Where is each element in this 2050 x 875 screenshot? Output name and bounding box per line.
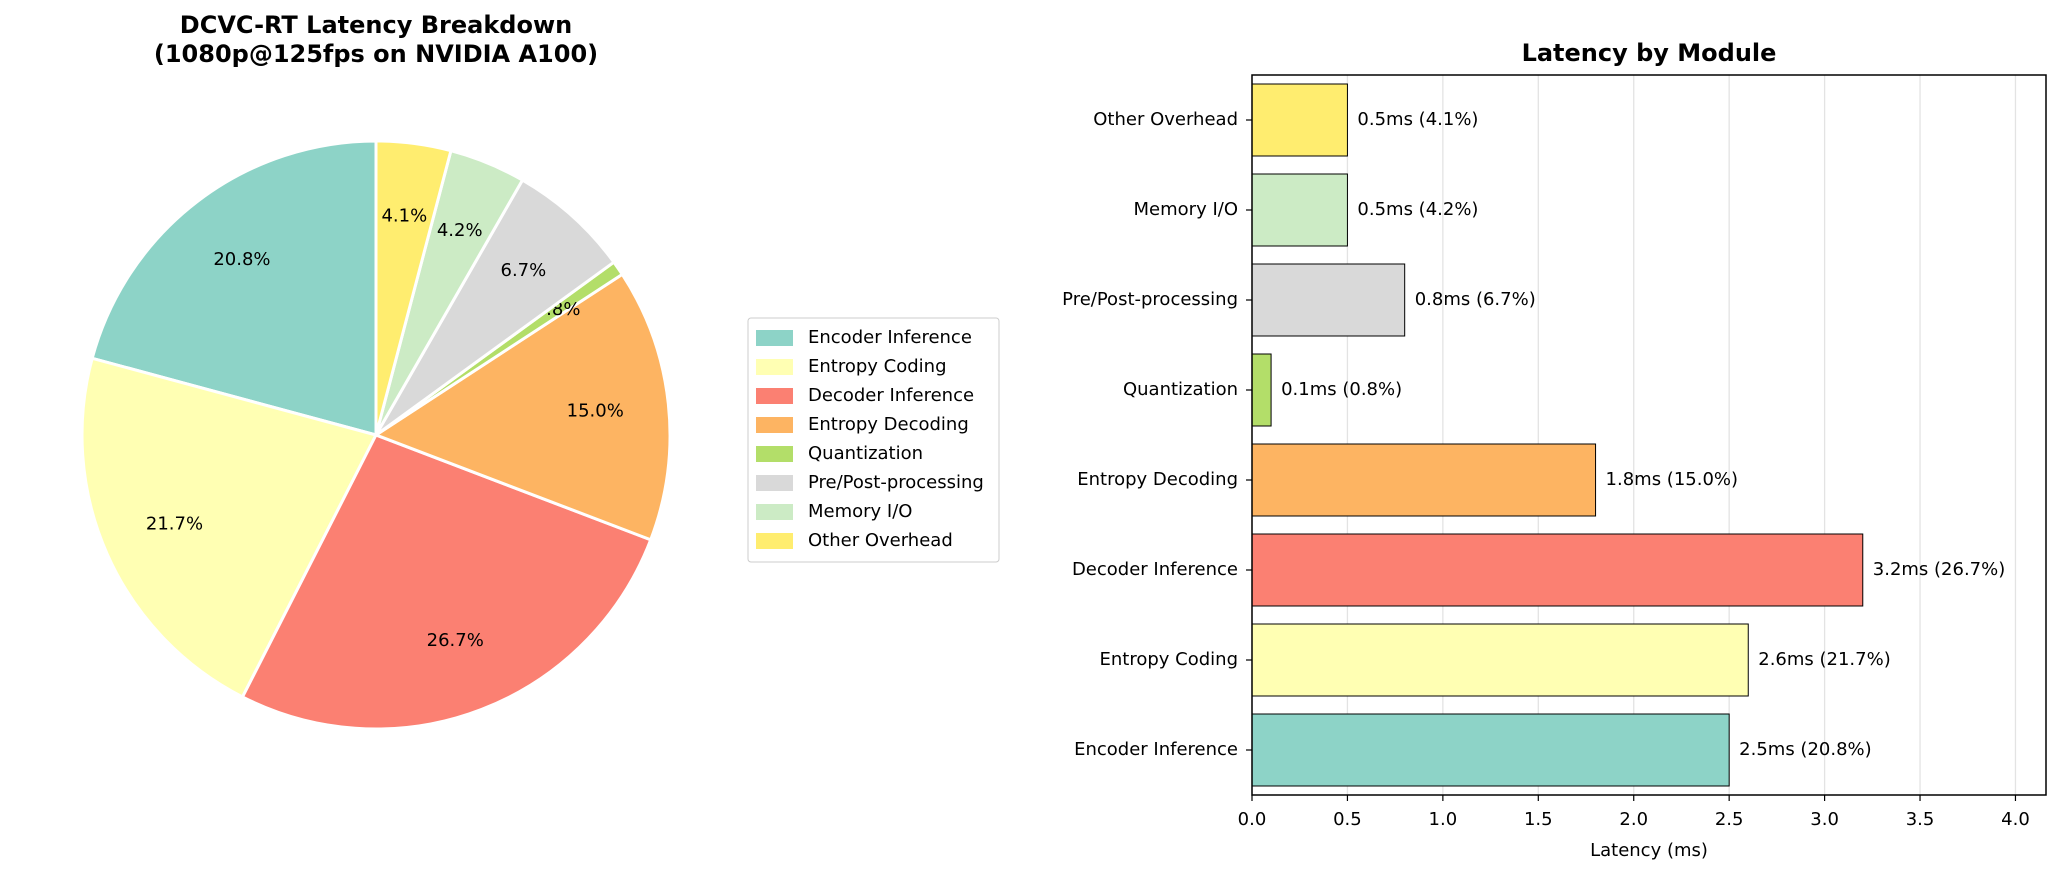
bar-value-label: 0.5ms (4.1%) [1357,109,1478,130]
bar [1251,713,1730,787]
chart-title: Latency by Module [1522,39,1777,67]
bar-value-label: 3.2ms (26.7%) [1873,559,2006,580]
x-tick-label: 0.5 [1333,809,1362,830]
bar [1251,533,1864,607]
bar-value-label: 0.5ms (4.2%) [1357,199,1478,220]
pie-slice [90,139,378,437]
legend-label: Entropy Decoding [808,414,969,435]
pie-slice [372,272,672,542]
legend-swatch [756,446,793,462]
pie-slice [374,178,616,437]
axes-frame [1251,74,2047,796]
legend-swatch [756,504,793,520]
legend-label: Encoder Inference [808,327,972,348]
pie-slice [240,433,653,731]
x-tick-label: 3.0 [1810,809,1839,830]
bar [1251,353,1272,427]
legend-swatch [756,388,793,404]
pie-slice [80,356,379,699]
bar [1251,263,1406,337]
pie-label: 4.1% [381,205,427,226]
bar-value-label: 0.8ms (6.7%) [1415,289,1536,310]
legend-swatch [756,533,793,549]
chart-title: DCVC-RT Latency Breakdown (1080p@125fps o… [154,11,598,68]
x-axis-label: Latency (ms) [1590,840,1708,861]
y-tick-label: Entropy Decoding [1077,469,1238,490]
y-tick-label: Encoder Inference [1074,739,1238,760]
legend-swatch [756,359,793,375]
x-tick-label: 3.5 [1906,809,1935,830]
x-tick-label: 0.0 [1238,809,1267,830]
x-tick-label: 2.0 [1619,809,1648,830]
legend-swatch [756,475,793,491]
x-tick-label: 1.0 [1429,809,1458,830]
bar-value-label: 1.8ms (15.0%) [1606,469,1739,490]
pie-label: 4.2% [437,220,483,241]
y-tick-label: Pre/Post-processing [1062,289,1238,310]
pie-label: 20.8% [213,249,270,270]
legend-label: Entropy Coding [808,356,947,377]
legend-swatch [756,330,793,346]
legend-label: Other Overhead [808,530,953,551]
bar-value-label: 0.1ms (0.8%) [1281,379,1402,400]
y-tick-label: Memory I/O [1134,199,1238,220]
pie-label: 26.7% [427,630,484,651]
y-tick-label: Decoder Inference [1072,559,1238,580]
bar [1251,173,1348,247]
legend-label: Quantization [808,443,923,464]
legend-box [747,317,1000,563]
pie-label: 21.7% [146,513,203,534]
legend-label: Decoder Inference [808,385,974,406]
legend-label: Memory I/O [808,501,912,522]
pie-label: 6.7% [501,260,547,281]
bar [1251,623,1749,697]
legend-swatch [756,417,793,433]
bar [1251,443,1597,517]
y-tick-label: Quantization [1123,379,1238,400]
x-tick-label: 2.5 [1715,809,1744,830]
pie-slice [374,139,453,436]
bar-value-label: 2.6ms (21.7%) [1758,649,1891,670]
legend-label: Pre/Post-processing [808,472,984,493]
x-tick-label: 1.5 [1524,809,1553,830]
y-tick-label: Other Overhead [1093,109,1238,130]
bar-value-label: 2.5ms (20.8%) [1739,739,1872,760]
x-tick-label: 4.0 [2001,809,2030,830]
pie-label: 15.0% [567,400,624,421]
bar [1251,83,1348,157]
y-tick-label: Entropy Coding [1100,649,1239,670]
